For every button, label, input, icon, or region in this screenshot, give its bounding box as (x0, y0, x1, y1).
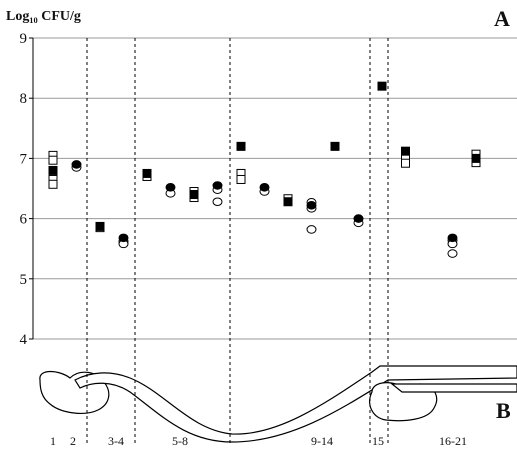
data-point (236, 141, 246, 151)
data-point (447, 233, 458, 243)
section-label: 15 (372, 434, 384, 448)
section-label: 16-21 (439, 434, 467, 448)
data-point (48, 165, 58, 175)
data-point (71, 160, 82, 169)
section-label: 3-4 (108, 434, 124, 448)
data-point (48, 155, 58, 165)
data-point (447, 249, 458, 258)
data-point (95, 221, 105, 231)
data-point (259, 182, 270, 192)
data-point (353, 214, 364, 223)
section-label: 2 (70, 434, 76, 448)
y-axis-label: Log₁₀ CFU/g (6, 9, 81, 24)
section-label: 1 (50, 434, 56, 448)
data-point (118, 233, 129, 243)
y-tick-label: 5 (20, 272, 28, 288)
section-label: 5-8 (172, 434, 188, 448)
y-tick-label: 8 (20, 91, 28, 107)
data-point (236, 174, 246, 184)
data-point (142, 168, 152, 178)
section-label: 9-14 (311, 434, 333, 448)
data-point (401, 158, 410, 168)
y-tick-label: 4 (20, 332, 28, 348)
data-point (377, 81, 387, 91)
data-point (165, 182, 176, 192)
data-point (212, 197, 223, 207)
y-tick-label: 6 (20, 212, 28, 228)
data-point (48, 179, 58, 189)
data-point (283, 197, 293, 207)
y-tick-label: 7 (20, 151, 28, 167)
data-point (306, 201, 317, 210)
data-point (306, 225, 317, 234)
panel-label: A (494, 6, 510, 31)
data-point (401, 146, 410, 156)
gut-diagram (39, 365, 517, 443)
data-point (330, 141, 340, 151)
data-point (189, 190, 199, 200)
data-point (212, 181, 223, 190)
data-point (471, 153, 481, 163)
panel-label: B (496, 398, 511, 423)
y-tick-label: 9 (20, 31, 28, 47)
